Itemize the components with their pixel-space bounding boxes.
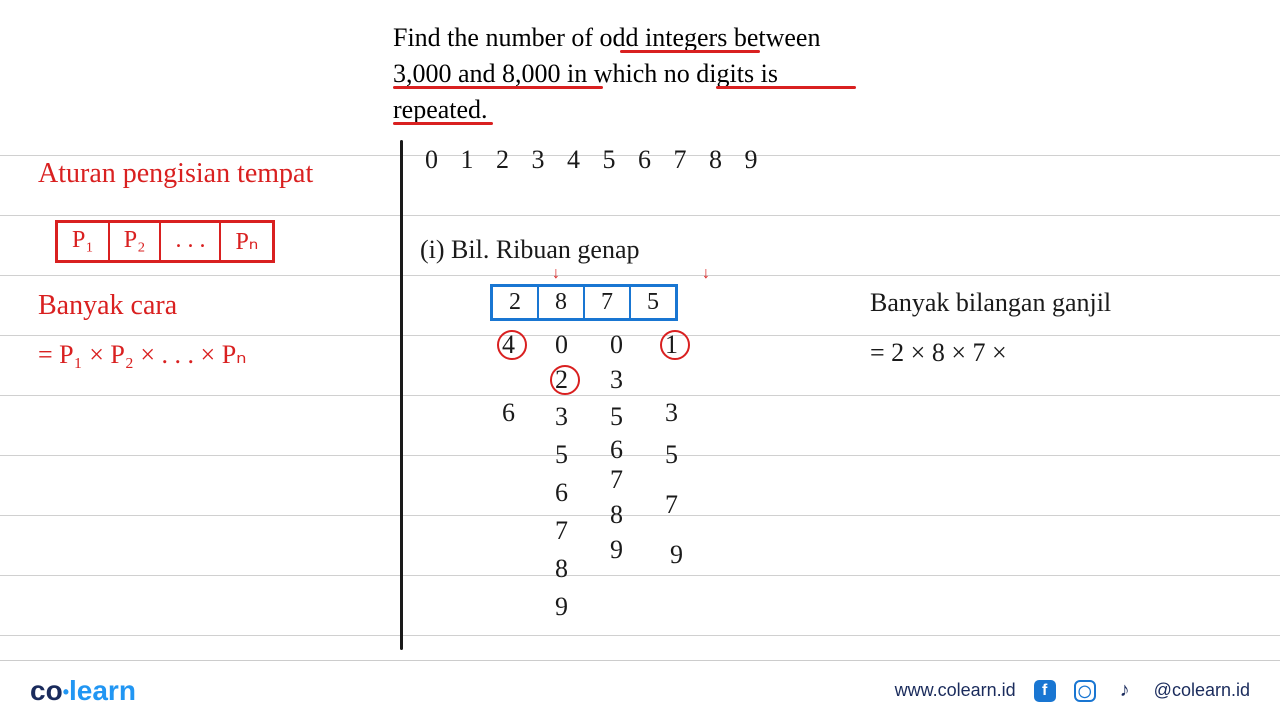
- col3-d6: 9: [610, 535, 623, 565]
- slot-2: 8: [539, 287, 585, 318]
- circle-icon: [660, 330, 690, 360]
- ways-label: Banyak cara: [38, 290, 177, 322]
- rule-line: [0, 335, 1280, 336]
- col4-d2: 3: [665, 398, 678, 428]
- col2-d4: 6: [555, 478, 568, 508]
- slot-4: 5: [631, 287, 675, 318]
- box-dots: . . .: [161, 223, 221, 260]
- rule-line: [0, 275, 1280, 276]
- circle-icon: [497, 330, 527, 360]
- rule-line: [0, 575, 1280, 576]
- rule-line: [0, 515, 1280, 516]
- ways-formula: = P₁ × P₂ × . . . × Pₙ: [38, 340, 247, 370]
- permutation-box: P₁ P₂ . . . Pₙ: [55, 220, 275, 263]
- vertical-divider: [400, 140, 403, 650]
- col3-d2: 5: [610, 402, 623, 432]
- box-pn: Pₙ: [221, 223, 272, 260]
- logo-co: co: [30, 675, 63, 706]
- rule-title: Aturan pengisian tempat: [38, 158, 313, 190]
- box-p2: P₂: [110, 223, 162, 260]
- digits-list: 0 1 2 3 4 5 6 7 8 9: [425, 145, 760, 175]
- logo: co•learn: [30, 675, 136, 707]
- rule-line: [0, 455, 1280, 456]
- circle-icon: [550, 365, 580, 395]
- slots-box: 2 8 7 5: [490, 284, 678, 321]
- col2-d6: 8: [555, 554, 568, 584]
- underline-range: [393, 86, 603, 89]
- col3-d0: 0: [610, 330, 623, 360]
- count-formula: = 2 × 8 × 7 ×: [870, 338, 1007, 368]
- col3-d3: 6: [610, 435, 623, 465]
- footer: co•learn www.colearn.id f ◯ ♪ @colearn.i…: [0, 660, 1280, 720]
- box-p1: P₁: [58, 223, 110, 260]
- footer-url: www.colearn.id: [895, 680, 1016, 701]
- col4-d4: 7: [665, 490, 678, 520]
- tiktok-icon: ♪: [1114, 680, 1136, 702]
- col3-d1: 3: [610, 365, 623, 395]
- col3-d5: 8: [610, 500, 623, 530]
- col1-d2: 6: [502, 398, 515, 428]
- slot-3: 7: [585, 287, 631, 318]
- footer-right: www.colearn.id f ◯ ♪ @colearn.id: [895, 680, 1250, 702]
- col2-d0: 0: [555, 330, 568, 360]
- col2-d7: 9: [555, 592, 568, 622]
- rule-line: [0, 635, 1280, 636]
- col3-d4: 7: [610, 465, 623, 495]
- facebook-icon: f: [1034, 680, 1056, 702]
- col4-d3: 5: [665, 440, 678, 470]
- underline-odd-integers: [620, 50, 760, 53]
- footer-handle: @colearn.id: [1154, 680, 1250, 701]
- logo-learn: learn: [69, 675, 136, 706]
- rule-line: [0, 395, 1280, 396]
- arrow-icon: ↓: [702, 265, 710, 283]
- underline-no-digits: [716, 86, 856, 89]
- case-label: (i) Bil. Ribuan genap: [420, 235, 640, 265]
- col2-d5: 7: [555, 516, 568, 546]
- col4-d5: 9: [670, 540, 683, 570]
- col2-d3: 5: [555, 440, 568, 470]
- arrow-icon: ↓: [552, 265, 560, 283]
- underline-repeated: [393, 122, 493, 125]
- instagram-icon: ◯: [1074, 680, 1096, 702]
- count-label: Banyak bilangan ganjil: [870, 288, 1111, 318]
- col2-d2: 3: [555, 402, 568, 432]
- rule-line: [0, 215, 1280, 216]
- slot-1: 2: [493, 287, 539, 318]
